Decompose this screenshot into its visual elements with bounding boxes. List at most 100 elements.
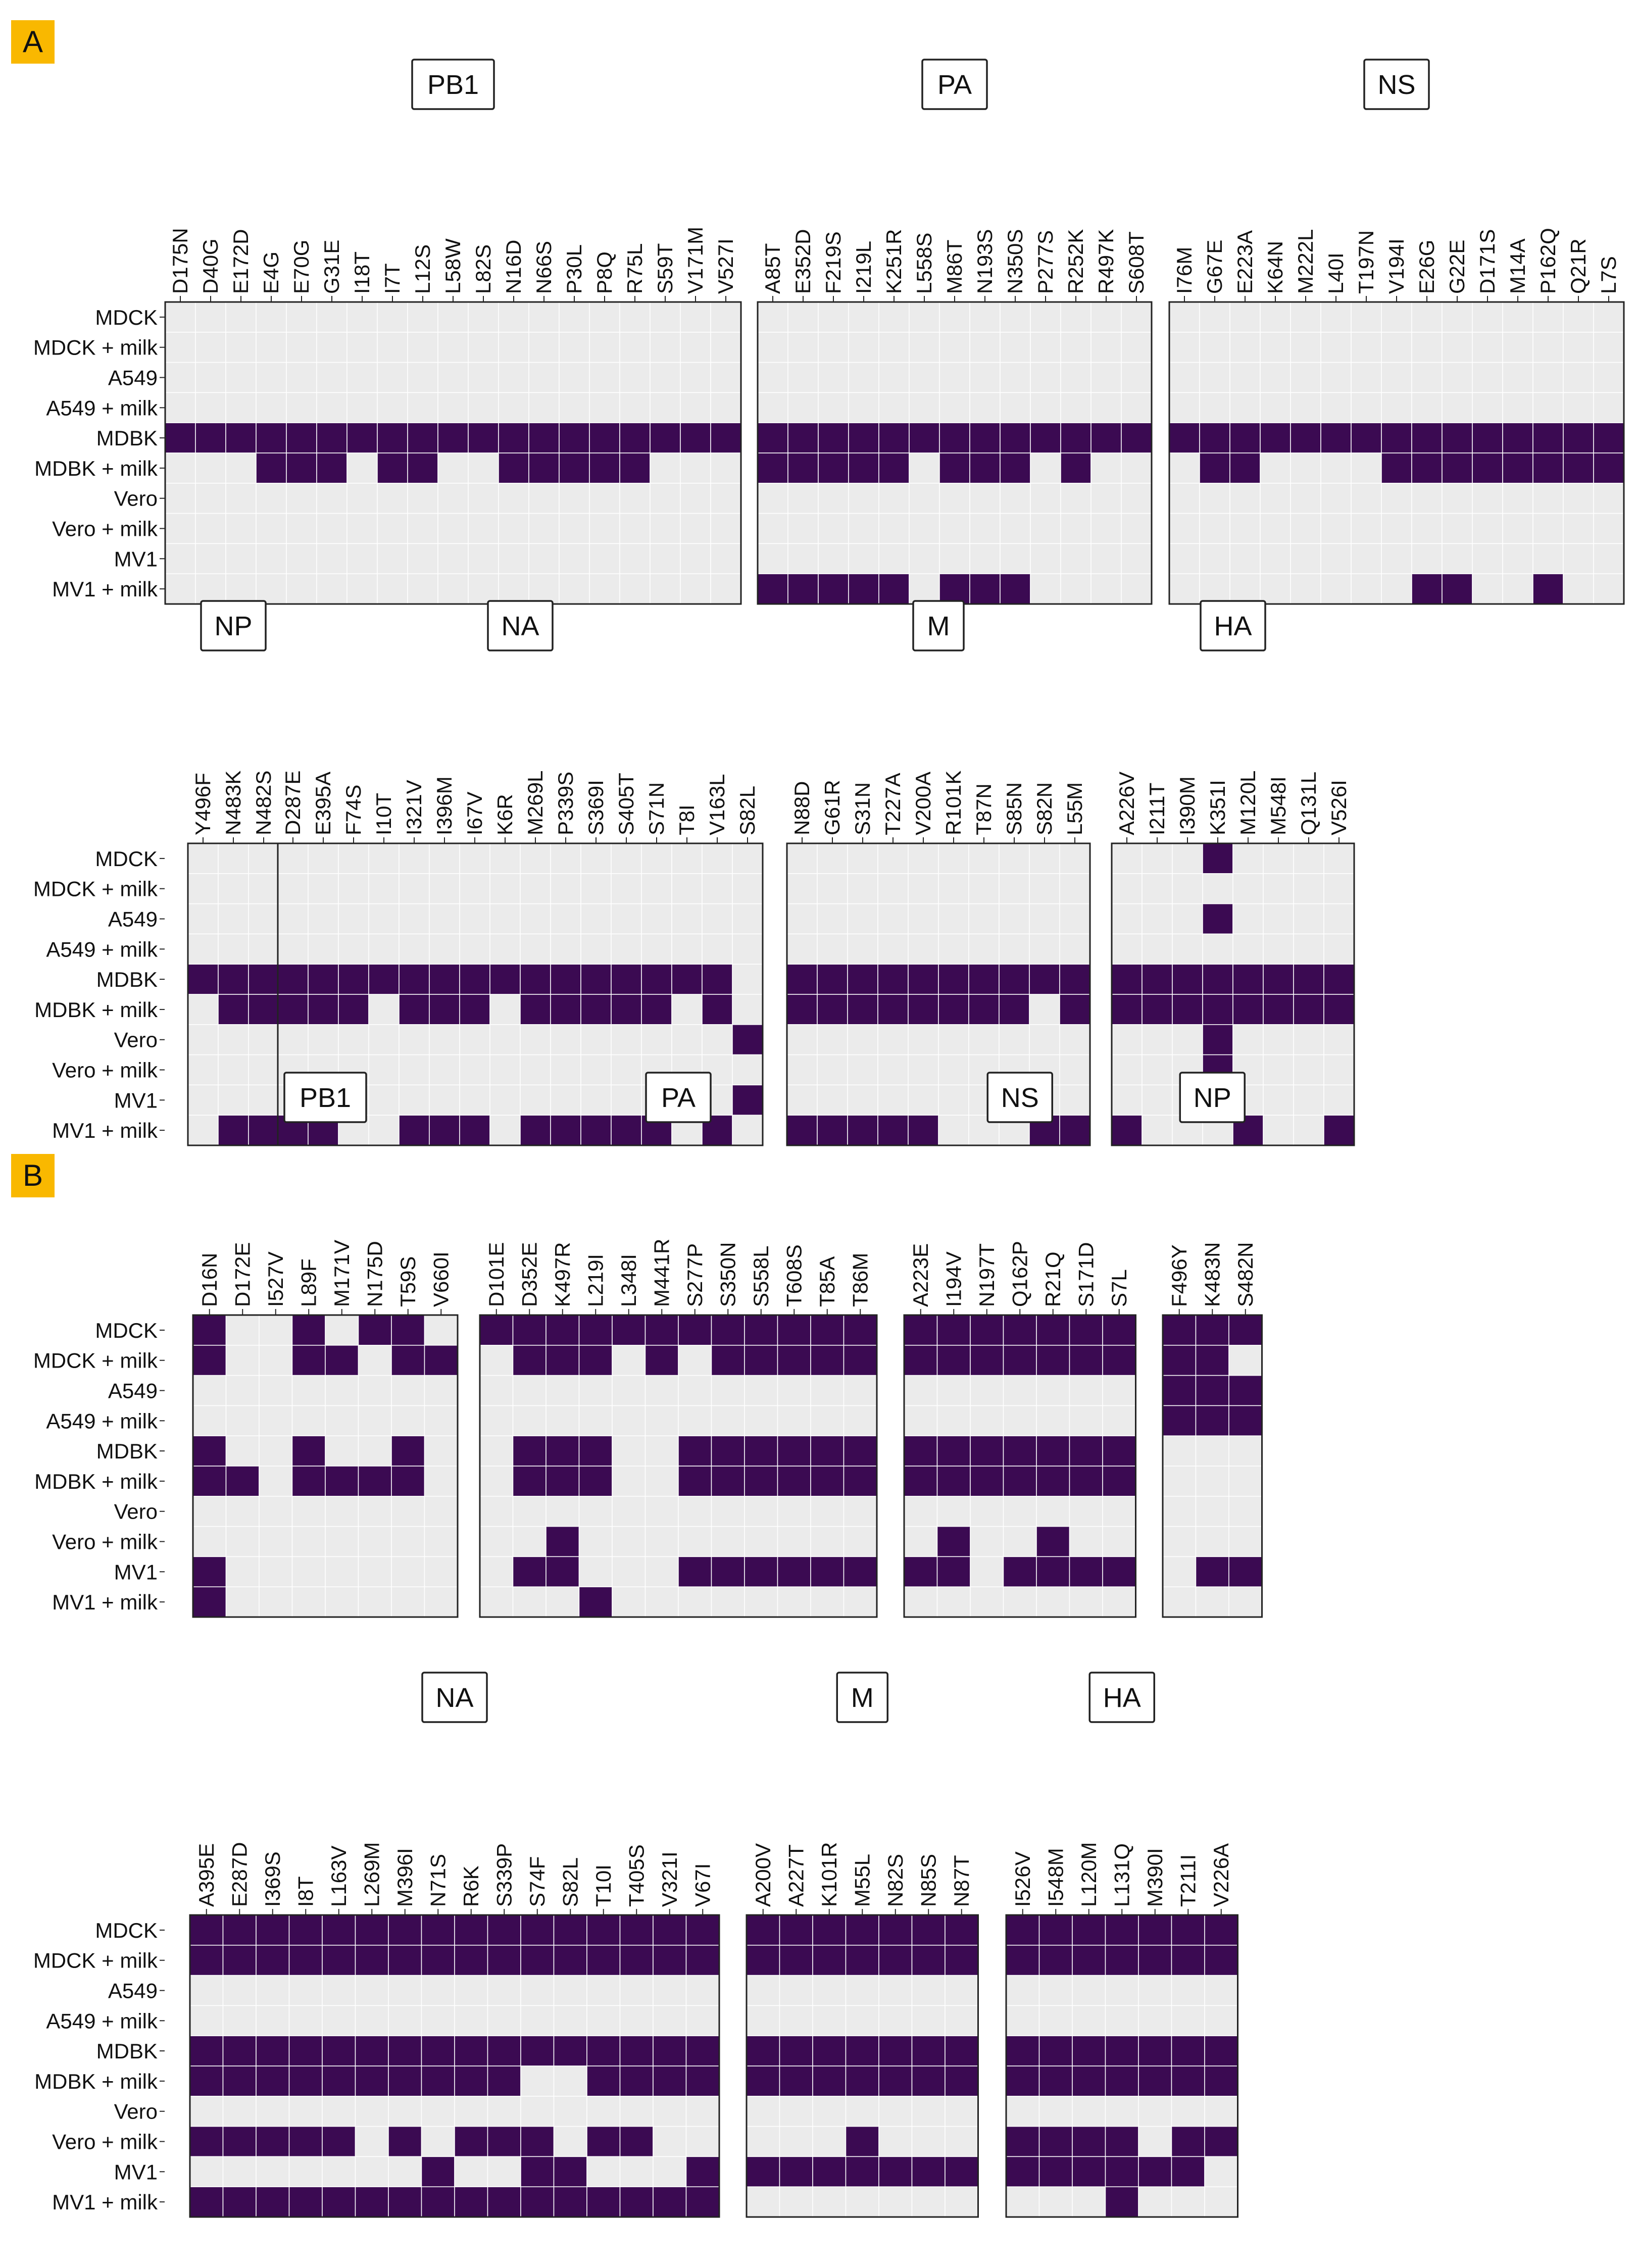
heatmap-cell <box>195 332 226 363</box>
heatmap-cell <box>843 1435 877 1467</box>
heatmap-cell <box>1138 2126 1172 2157</box>
heatmap-cell <box>528 422 560 453</box>
heatmap-cell <box>1102 1466 1136 1497</box>
heatmap-cell <box>421 2005 455 2036</box>
heatmap-cell <box>877 933 909 965</box>
heatmap-cell <box>355 2126 389 2157</box>
heatmap-cell <box>1138 1914 1172 1946</box>
heatmap-cell <box>746 2065 780 2097</box>
heatmap-cell <box>619 392 651 423</box>
heatmap-cell <box>388 2126 422 2157</box>
heatmap-cell <box>968 1024 1000 1055</box>
heatmap-cell <box>817 903 848 935</box>
heatmap-cell <box>671 994 703 1025</box>
heatmap-cell <box>559 422 590 453</box>
heatmap-cell <box>308 873 339 904</box>
heatmap-cell <box>1204 1914 1238 1946</box>
heatmap-cell <box>586 2096 621 2127</box>
heatmap-cell <box>388 2096 422 2127</box>
column-label-l131q: L131Q <box>1110 1843 1133 1907</box>
heatmap-cell <box>1263 1024 1294 1055</box>
heatmap-cell <box>1320 422 1352 453</box>
heatmap-cell <box>685 1914 720 1946</box>
heatmap-cell <box>225 513 257 544</box>
heatmap-cell <box>368 994 400 1025</box>
heatmap-cell <box>1199 362 1230 393</box>
heatmap-cell <box>810 1526 845 1557</box>
column-label-y496f: Y496F <box>191 773 215 835</box>
heatmap-cell <box>1111 1054 1143 1086</box>
row-label-mdck: MDCK <box>95 1919 158 1942</box>
heatmap-cell <box>421 2186 455 2217</box>
heatmap-cell <box>848 483 879 514</box>
heatmap-cell <box>388 2035 422 2067</box>
heatmap-cell <box>1060 573 1092 604</box>
heatmap-cell <box>877 1054 909 1086</box>
heatmap-cell <box>878 2186 913 2217</box>
heatmap-cell <box>641 1024 672 1055</box>
heatmap-cell <box>1204 1975 1238 2006</box>
heatmap-cell <box>468 452 499 484</box>
heatmap-cell <box>1195 1345 1229 1376</box>
heatmap-cell <box>1228 1496 1263 1527</box>
heatmap-cell <box>644 1405 679 1436</box>
heatmap-cell <box>678 1496 712 1527</box>
heatmap-cell <box>1563 392 1594 423</box>
heatmap-cell <box>786 994 818 1025</box>
heatmap-cell <box>1472 301 1503 333</box>
heatmap-cell <box>358 1405 392 1436</box>
heatmap-cell <box>938 873 969 904</box>
heatmap-cell <box>256 573 287 604</box>
heatmap-cell <box>779 2156 813 2187</box>
heatmap-cell <box>1199 573 1230 604</box>
column-label-k483n: K483N <box>1200 1242 1224 1307</box>
heatmap-cell <box>550 964 581 995</box>
heatmap-cell <box>612 1375 646 1406</box>
heatmap-cell <box>787 392 819 423</box>
heatmap-cell <box>909 452 940 484</box>
heatmap-cell <box>1204 2096 1238 2127</box>
column-label-v527i: V527I <box>714 238 737 294</box>
row-label-mdbk: MDBK <box>96 2039 158 2063</box>
heatmap-cell <box>291 1315 326 1346</box>
heatmap-cell <box>1036 1345 1070 1376</box>
heatmap-cell <box>843 1405 877 1436</box>
heatmap-cell <box>429 994 460 1025</box>
heatmap-cell <box>277 964 309 995</box>
heatmap-cell <box>322 1914 356 1946</box>
heatmap-cell <box>391 1466 425 1497</box>
heatmap-cell <box>1030 332 1061 363</box>
heatmap-cell <box>909 301 940 333</box>
heatmap-cell <box>812 2005 847 2036</box>
heatmap-cell <box>710 483 741 514</box>
heatmap-cell <box>786 873 818 904</box>
heatmap-cell <box>1169 513 1200 544</box>
heatmap-cell <box>1171 2186 1205 2217</box>
heatmap-cell <box>1202 933 1233 965</box>
heatmap-cell <box>999 964 1030 995</box>
column-label-s82l: S82L <box>558 1857 582 1907</box>
heatmap-cell <box>746 2186 780 2217</box>
heatmap-cell <box>459 994 490 1025</box>
heatmap-cell <box>911 2005 946 2036</box>
heatmap-cell <box>680 301 711 333</box>
heatmap-cell <box>1472 452 1503 484</box>
heatmap-cell <box>195 483 226 514</box>
column-label-f74s: F74S <box>341 785 365 835</box>
heatmap-cell <box>325 1345 359 1376</box>
heatmap-cell <box>589 362 620 393</box>
column-label-i7t: I7T <box>380 263 404 294</box>
heatmap-cell <box>1111 1115 1143 1146</box>
column-label-r252k: R252K <box>1064 229 1087 294</box>
column-label-n85s: N85S <box>916 1854 940 1907</box>
heatmap-cell <box>308 843 339 874</box>
heatmap-cell <box>187 994 219 1025</box>
heatmap-cell <box>1003 1466 1037 1497</box>
row-label-a549-milk: A549 + milk <box>46 2009 158 2033</box>
heatmap-cell <box>847 843 878 874</box>
heatmap-cell <box>671 843 703 874</box>
heatmap-cell <box>286 452 317 484</box>
heatmap-cell <box>391 1315 425 1346</box>
heatmap-cell <box>498 543 529 574</box>
